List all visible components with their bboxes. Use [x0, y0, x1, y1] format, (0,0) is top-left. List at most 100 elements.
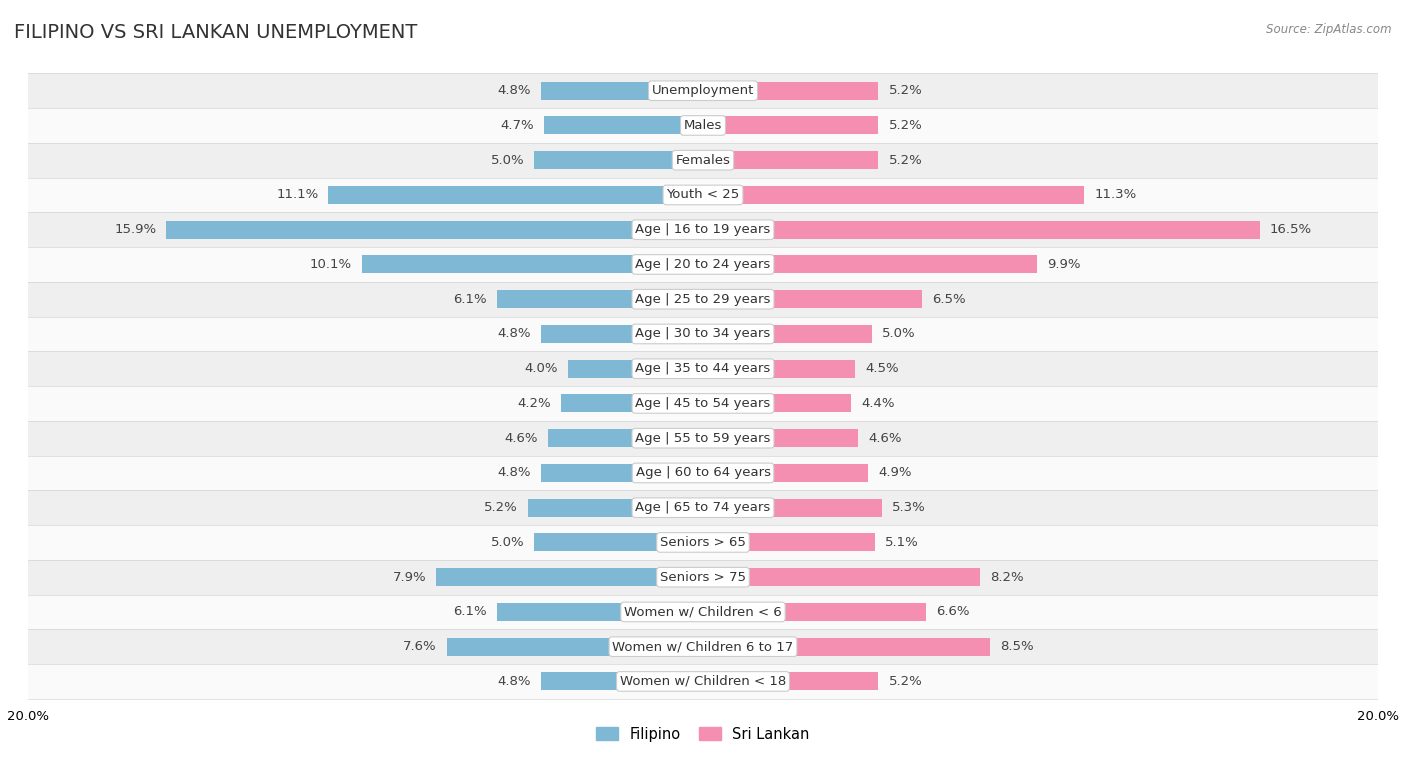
Bar — [166, 221, 703, 238]
Text: 4.6%: 4.6% — [869, 431, 901, 444]
Bar — [28, 143, 1378, 178]
Legend: Filipino, Sri Lankan: Filipino, Sri Lankan — [591, 721, 815, 748]
Bar — [28, 316, 1378, 351]
Bar — [28, 282, 1378, 316]
Text: 5.0%: 5.0% — [491, 154, 524, 167]
Bar — [28, 351, 1378, 386]
Text: 4.9%: 4.9% — [879, 466, 912, 479]
Text: 4.5%: 4.5% — [865, 362, 898, 375]
Bar — [363, 255, 703, 273]
Bar — [28, 178, 1378, 212]
Bar — [703, 117, 879, 135]
Text: 5.2%: 5.2% — [889, 84, 922, 97]
Bar — [436, 569, 703, 586]
Bar — [703, 82, 879, 100]
Bar — [544, 117, 703, 135]
Bar — [703, 290, 922, 308]
Text: Age | 45 to 54 years: Age | 45 to 54 years — [636, 397, 770, 410]
Bar — [534, 534, 703, 551]
Text: Women w/ Children < 18: Women w/ Children < 18 — [620, 675, 786, 688]
Bar — [28, 73, 1378, 108]
Bar — [28, 456, 1378, 491]
Text: 5.2%: 5.2% — [484, 501, 517, 514]
Bar — [498, 603, 703, 621]
Text: 8.5%: 8.5% — [1000, 640, 1033, 653]
Text: Seniors > 75: Seniors > 75 — [659, 571, 747, 584]
Bar — [541, 82, 703, 100]
Bar — [703, 534, 875, 551]
Text: 4.8%: 4.8% — [498, 675, 531, 688]
Text: 16.5%: 16.5% — [1270, 223, 1312, 236]
Text: 5.2%: 5.2% — [889, 154, 922, 167]
Bar — [703, 186, 1084, 204]
Text: 4.0%: 4.0% — [524, 362, 558, 375]
Bar — [703, 672, 879, 690]
Bar — [28, 525, 1378, 560]
Bar — [329, 186, 703, 204]
Text: Unemployment: Unemployment — [652, 84, 754, 97]
Text: Source: ZipAtlas.com: Source: ZipAtlas.com — [1267, 23, 1392, 36]
Bar — [703, 325, 872, 343]
Text: 15.9%: 15.9% — [114, 223, 156, 236]
Bar — [703, 360, 855, 378]
Bar — [703, 221, 1260, 238]
Text: 4.2%: 4.2% — [517, 397, 551, 410]
Text: 5.1%: 5.1% — [886, 536, 920, 549]
Bar — [527, 499, 703, 517]
Text: 5.0%: 5.0% — [882, 328, 915, 341]
Text: Women w/ Children 6 to 17: Women w/ Children 6 to 17 — [613, 640, 793, 653]
Text: Youth < 25: Youth < 25 — [666, 188, 740, 201]
Bar — [498, 290, 703, 308]
Bar — [703, 569, 980, 586]
Text: 6.1%: 6.1% — [453, 606, 486, 618]
Bar — [703, 464, 869, 482]
Text: Age | 20 to 24 years: Age | 20 to 24 years — [636, 258, 770, 271]
Bar — [534, 151, 703, 170]
Text: 7.9%: 7.9% — [392, 571, 426, 584]
Bar — [28, 247, 1378, 282]
Text: 5.3%: 5.3% — [891, 501, 925, 514]
Text: 4.4%: 4.4% — [862, 397, 896, 410]
Bar — [28, 594, 1378, 629]
Bar — [703, 603, 925, 621]
Bar — [541, 464, 703, 482]
Bar — [28, 629, 1378, 664]
Text: Age | 60 to 64 years: Age | 60 to 64 years — [636, 466, 770, 479]
Text: FILIPINO VS SRI LANKAN UNEMPLOYMENT: FILIPINO VS SRI LANKAN UNEMPLOYMENT — [14, 23, 418, 42]
Text: 4.7%: 4.7% — [501, 119, 534, 132]
Text: Seniors > 65: Seniors > 65 — [659, 536, 747, 549]
Text: Age | 55 to 59 years: Age | 55 to 59 years — [636, 431, 770, 444]
Text: 5.2%: 5.2% — [889, 119, 922, 132]
Bar — [541, 325, 703, 343]
Text: 5.0%: 5.0% — [491, 536, 524, 549]
Bar — [703, 499, 882, 517]
Text: Age | 30 to 34 years: Age | 30 to 34 years — [636, 328, 770, 341]
Text: 6.5%: 6.5% — [932, 293, 966, 306]
Bar — [541, 672, 703, 690]
Text: 9.9%: 9.9% — [1047, 258, 1081, 271]
Bar — [28, 560, 1378, 594]
Bar — [703, 429, 858, 447]
Bar — [28, 212, 1378, 247]
Bar — [28, 491, 1378, 525]
Text: 6.1%: 6.1% — [453, 293, 486, 306]
Text: 5.2%: 5.2% — [889, 675, 922, 688]
Text: 11.1%: 11.1% — [276, 188, 318, 201]
Text: 6.6%: 6.6% — [936, 606, 969, 618]
Text: Females: Females — [675, 154, 731, 167]
Bar — [568, 360, 703, 378]
Text: 11.3%: 11.3% — [1094, 188, 1136, 201]
Bar — [561, 394, 703, 413]
Bar — [703, 255, 1038, 273]
Text: Males: Males — [683, 119, 723, 132]
Text: Age | 25 to 29 years: Age | 25 to 29 years — [636, 293, 770, 306]
Bar — [703, 394, 852, 413]
Text: 4.6%: 4.6% — [505, 431, 537, 444]
Text: 10.1%: 10.1% — [309, 258, 352, 271]
Bar — [28, 421, 1378, 456]
Bar — [28, 386, 1378, 421]
Bar — [447, 637, 703, 656]
Text: 7.6%: 7.6% — [402, 640, 436, 653]
Text: Age | 65 to 74 years: Age | 65 to 74 years — [636, 501, 770, 514]
Text: 4.8%: 4.8% — [498, 466, 531, 479]
